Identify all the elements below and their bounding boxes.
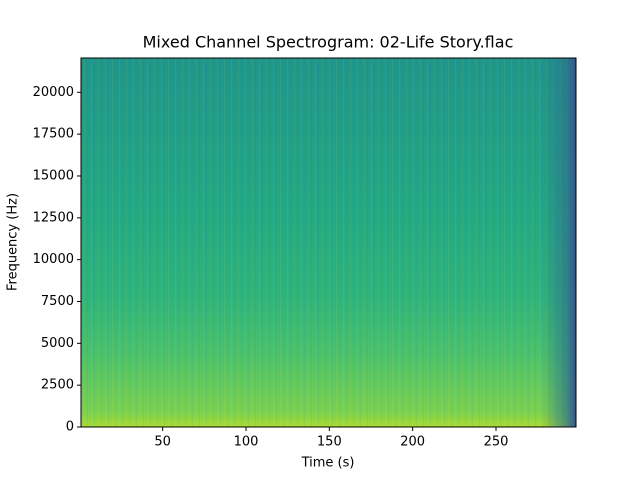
x-tick-label: 250 bbox=[484, 435, 509, 450]
spectrogram-image bbox=[81, 58, 576, 427]
plot-frame bbox=[80, 57, 577, 428]
x-tick-label: 50 bbox=[154, 435, 171, 450]
y-tick-label: 2500 bbox=[41, 378, 74, 393]
y-tick-label: 12500 bbox=[33, 210, 74, 225]
y-tick-label: 7500 bbox=[41, 294, 74, 309]
y-tick-label: 0 bbox=[66, 420, 74, 435]
x-axis-label: Time (s) bbox=[301, 456, 355, 471]
y-tick-label: 5000 bbox=[41, 336, 74, 351]
y-tick-label: 17500 bbox=[33, 127, 74, 142]
y-tick-label: 20000 bbox=[33, 85, 74, 100]
y-axis-label: Frequency (Hz) bbox=[6, 193, 21, 291]
chart-title: Mixed Channel Spectrogram: 02-Life Story… bbox=[143, 33, 514, 52]
y-tick-label: 10000 bbox=[33, 252, 74, 267]
x-tick-label: 200 bbox=[400, 435, 425, 450]
x-tick-label: 150 bbox=[317, 435, 342, 450]
x-tick-label: 100 bbox=[234, 435, 259, 450]
y-tick-label: 15000 bbox=[33, 168, 74, 183]
